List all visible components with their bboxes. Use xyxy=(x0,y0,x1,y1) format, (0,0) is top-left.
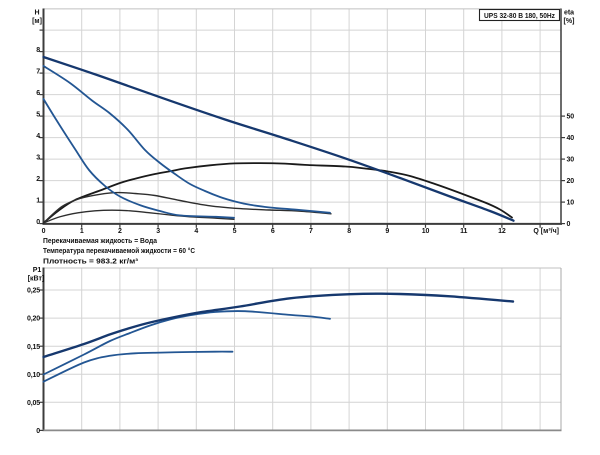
svg-text:0,25: 0,25 xyxy=(27,288,40,295)
svg-text:6: 6 xyxy=(271,228,275,235)
svg-text:6: 6 xyxy=(36,90,40,97)
svg-text:0: 0 xyxy=(36,428,40,435)
svg-text:3: 3 xyxy=(36,155,40,162)
svg-text:50: 50 xyxy=(567,114,575,121)
svg-text:0,20: 0,20 xyxy=(27,316,40,323)
svg-text:4: 4 xyxy=(36,133,40,140)
svg-text:P1: P1 xyxy=(33,267,42,274)
svg-text:0: 0 xyxy=(567,221,571,228)
svg-text:[кВт]: [кВт] xyxy=(28,276,45,283)
svg-text:9: 9 xyxy=(385,228,389,235)
svg-text:[%]: [%] xyxy=(564,18,575,25)
svg-text:UPS 32-80 B 180, 50Hz: UPS 32-80 B 180, 50Hz xyxy=(484,13,555,20)
svg-text:10: 10 xyxy=(422,228,430,235)
svg-text:7: 7 xyxy=(309,228,313,235)
svg-text:2: 2 xyxy=(36,176,40,183)
svg-text:11: 11 xyxy=(460,228,467,235)
svg-text:8: 8 xyxy=(347,228,351,235)
svg-text:Q [м³/ч]: Q [м³/ч] xyxy=(533,228,559,235)
svg-text:Температура перекачиваемой жид: Температура перекачиваемой жидкости = 60… xyxy=(43,247,195,255)
svg-text:2: 2 xyxy=(118,228,122,235)
svg-text:0,15: 0,15 xyxy=(27,344,40,351)
svg-text:12: 12 xyxy=(498,228,506,235)
svg-text:5: 5 xyxy=(233,228,237,235)
svg-text:0,10: 0,10 xyxy=(27,372,40,379)
svg-text:3: 3 xyxy=(156,228,160,235)
svg-text:4: 4 xyxy=(194,228,198,235)
svg-text:0: 0 xyxy=(36,219,40,226)
svg-text:[м]: [м] xyxy=(32,18,42,25)
svg-text:H: H xyxy=(34,10,39,17)
svg-text:40: 40 xyxy=(567,135,575,142)
svg-text:8: 8 xyxy=(36,47,40,54)
svg-text:7: 7 xyxy=(36,69,40,76)
svg-text:30: 30 xyxy=(567,157,575,164)
svg-text:5: 5 xyxy=(36,112,40,119)
svg-text:0,05: 0,05 xyxy=(27,400,40,407)
svg-text:Перекачиваемая жидкость = Вода: Перекачиваемая жидкость = Вода xyxy=(43,238,157,245)
svg-text:1: 1 xyxy=(80,228,84,235)
svg-text:20: 20 xyxy=(567,178,575,185)
svg-text:0: 0 xyxy=(42,228,46,235)
svg-text:10: 10 xyxy=(567,200,575,207)
svg-text:Плотность = 983.2 кг/м³: Плотность = 983.2 кг/м³ xyxy=(43,258,139,265)
svg-text:eta: eta xyxy=(564,10,574,17)
svg-text:1: 1 xyxy=(36,198,40,205)
